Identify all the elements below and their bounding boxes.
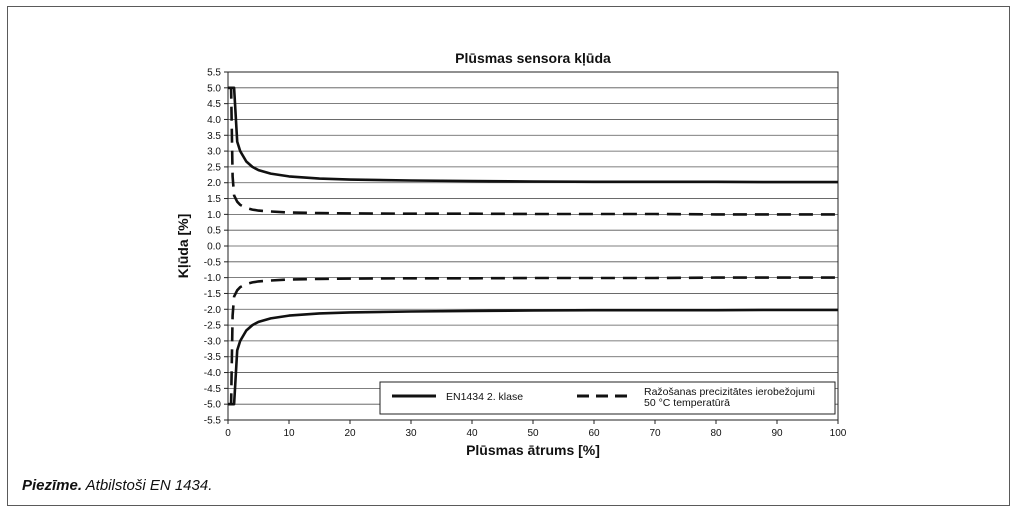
x-tick-label: 70 [649, 428, 661, 439]
footnote-label: Piezīme. [22, 477, 83, 494]
y-tick-label: -5.0 [204, 400, 222, 411]
chart-title: Plūsmas sensora kļūda [455, 50, 611, 66]
y-tick-label: -3.5 [204, 352, 222, 363]
y-tick-label: 3.5 [207, 131, 221, 142]
footnote: Piezīme. Atbilstoši EN 1434. [22, 477, 212, 494]
legend-label-manufacturing-line2: 50 °C temperatūrā [644, 397, 730, 409]
y-axis-label: Kļūda [%] [175, 214, 191, 279]
series-lines [227, 86, 838, 406]
y-tick-label: 0.0 [207, 242, 221, 253]
series-en1434-upper [227, 86, 838, 184]
y-tick-label: -0.5 [204, 257, 222, 268]
y-tick-label: 0.5 [207, 226, 221, 237]
x-tick-label: 60 [588, 428, 600, 439]
x-tick-label: 40 [466, 428, 478, 439]
x-axis-label: Plūsmas ātrums [%] [466, 442, 600, 458]
footnote-text: Atbilstoši EN 1434. [82, 477, 213, 494]
x-tick-label: 0 [225, 428, 231, 439]
y-tick-label: 1.0 [207, 210, 221, 221]
x-tick-label: 10 [283, 428, 295, 439]
y-tick-label: -3.0 [204, 336, 222, 347]
legend-box [379, 381, 836, 415]
y-tick-label: 3.0 [207, 147, 221, 158]
y-tick-label: 5.5 [207, 68, 221, 79]
y-tick-label: 1.5 [207, 194, 221, 205]
series-manufacturing-upper [227, 86, 838, 216]
y-tick-label: -2.0 [204, 305, 222, 316]
x-tick-label: 20 [344, 428, 356, 439]
y-tick-label: 4.0 [207, 115, 221, 126]
x-tick-label: 80 [710, 428, 722, 439]
series-manufacturing-lower [227, 276, 838, 406]
grid-lines [228, 71, 838, 421]
y-axis-ticks: 5.5 5.0 4.5 4.0 3.5 3.0 2.5 2.0 1.5 1.0 0.5 0.0 -0.5… [204, 68, 228, 427]
y-tick-label: -1.0 [204, 273, 222, 284]
y-tick-label: -4.0 [204, 368, 222, 379]
legend: EN1434 2. klase Ražošanas precizitātes i… [379, 381, 836, 415]
x-tick-label: 50 [527, 428, 539, 439]
y-tick-label: 2.0 [207, 178, 221, 189]
x-tick-label: 30 [405, 428, 417, 439]
legend-label-manufacturing-line1: Ražošanas precizitātes ierobežojumi [644, 386, 815, 398]
x-tick-label: 100 [830, 428, 847, 439]
legend-label-en1434: EN1434 2. klase [446, 391, 523, 403]
y-tick-label: 2.5 [207, 162, 221, 173]
y-tick-label: 4.5 [207, 99, 221, 110]
y-tick-label: -4.5 [204, 384, 222, 395]
x-axis-ticks: 0 10 20 30 40 50 60 70 80 90 100 [225, 420, 847, 439]
y-tick-label: -2.5 [204, 321, 222, 332]
y-tick-label: -1.5 [204, 289, 222, 300]
y-tick-label: 5.0 [207, 83, 221, 94]
series-en1434-lower [227, 308, 838, 406]
x-tick-label: 90 [771, 428, 783, 439]
y-tick-label: -5.5 [204, 416, 222, 427]
figure-frame [7, 6, 1010, 506]
